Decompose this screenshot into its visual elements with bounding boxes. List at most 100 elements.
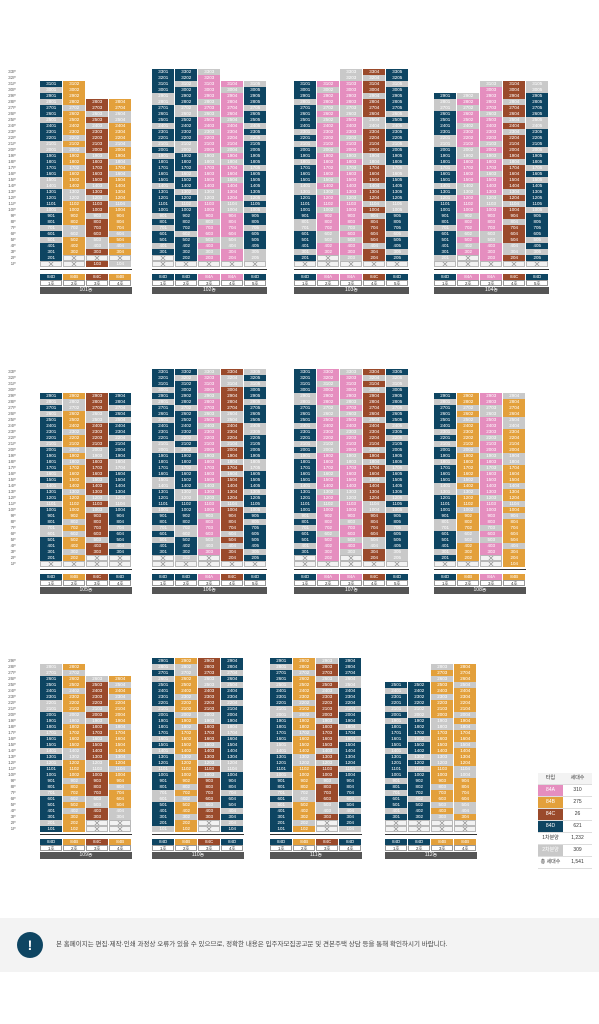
unit-cell: 503: [316, 802, 339, 808]
unit-cell: 2202: [175, 435, 198, 441]
unit-cell: 1401: [152, 483, 175, 489]
unit-cell: 1705: [386, 165, 409, 171]
unit-cell: 2301: [270, 694, 293, 700]
unit-cell: 1002: [408, 772, 431, 778]
unit-cell: 1504: [454, 742, 477, 748]
unit-cell: 2403: [86, 688, 109, 694]
unit-cell: 1301: [294, 189, 317, 195]
line-number-label: 2호: [63, 580, 86, 586]
floor-label: 10F: [8, 207, 16, 212]
unit-cell: 702: [457, 225, 480, 231]
unit-cell: 2002: [317, 147, 340, 153]
unit-cell: 1302: [63, 754, 86, 760]
unit-cell: 1001: [434, 507, 457, 513]
unit-cell: 1601: [434, 471, 457, 477]
unit-cell: 1501: [152, 177, 175, 183]
unit-cell: 1905: [244, 153, 267, 159]
unit-cell: 2104: [221, 706, 244, 712]
unit-cell: 803: [86, 784, 109, 790]
unit-cell: 2602: [63, 676, 86, 682]
unit-cell: 3303: [198, 69, 221, 75]
unit-cell: 1901: [40, 718, 63, 724]
unit-cell: 302: [63, 814, 86, 820]
unit-cell: 2001: [40, 447, 63, 453]
unit-cell: 2004: [503, 447, 526, 453]
unit-cell: 903: [86, 513, 109, 519]
floor-label: 27F: [8, 405, 16, 410]
unit-cell: 2604: [503, 411, 526, 417]
line-number-label: 1호: [294, 580, 317, 586]
unit-cell: 704: [221, 790, 244, 796]
unit-cell: 2704: [221, 670, 244, 676]
unit-cell: 1304: [221, 754, 244, 760]
unit-cell: 3103: [198, 81, 221, 87]
line-number-label: 1호: [385, 845, 408, 851]
unit-cell: 803: [198, 784, 221, 790]
unit-cell: 2601: [152, 411, 175, 417]
unit-cell: 1701: [152, 730, 175, 736]
pilotis-cell: [317, 255, 340, 261]
unit-cell: 1403: [316, 748, 339, 754]
unit-cell: 1102: [63, 201, 86, 207]
unit-cell: 3005: [386, 87, 409, 93]
unit-cell: 1103: [480, 201, 503, 207]
unit-cell: 3103: [480, 81, 503, 87]
line-type-label: 84D: [175, 574, 198, 580]
unit-cell: 1605: [244, 471, 267, 477]
unit-cell: 1003: [198, 507, 221, 513]
unit-cell: 1603: [316, 736, 339, 742]
unit-cell: 902: [317, 513, 340, 519]
unit-cell: 1703: [431, 730, 454, 736]
unit-cell: 1901: [294, 153, 317, 159]
unit-cell: 703: [198, 790, 221, 796]
unit-cell: 2102: [317, 441, 340, 447]
unit-cell: 2404: [363, 423, 386, 429]
line-number-label: 3호: [340, 280, 363, 286]
unit-cell: 402: [317, 243, 340, 249]
unit-cell: 1804: [109, 159, 132, 165]
unit-cell: 204: [363, 255, 386, 261]
unit-cell: 2404: [503, 423, 526, 429]
pilotis-cell: [480, 261, 503, 267]
unit-cell: 2803: [431, 664, 454, 670]
pilotis-cell: [294, 261, 317, 267]
unit-cell: 503: [198, 537, 221, 543]
unit-cell: 1402: [317, 183, 340, 189]
unit-cell: 1703: [480, 465, 503, 471]
unit-cell: 803: [198, 519, 221, 525]
building-name: 112동: [385, 852, 477, 859]
unit-cell: 1703: [316, 730, 339, 736]
unit-cell: 2104: [363, 141, 386, 147]
unit-cell: 1802: [63, 459, 86, 465]
unit-cell: 1204: [221, 195, 244, 201]
unit-cell: 302: [175, 549, 198, 555]
unit-cell: 2001: [294, 447, 317, 453]
unit-cell: 1001: [40, 772, 63, 778]
unit-cell: 404: [109, 808, 132, 814]
unit-cell: 2904: [221, 93, 244, 99]
unit-cell: 2502: [175, 117, 198, 123]
unit-cell: 1201: [294, 495, 317, 501]
unit-cell: 1704: [363, 165, 386, 171]
unit-cell: 3002: [317, 387, 340, 393]
floor-label: 13F: [8, 489, 16, 494]
unit-cell: 1301: [152, 189, 175, 195]
unit-cell: 401: [385, 808, 408, 814]
unit-cell: 1602: [457, 171, 480, 177]
unit-cell: 201: [270, 820, 293, 826]
unit-cell: 3304: [363, 369, 386, 375]
line-number-label: 2호: [408, 845, 431, 851]
unit-cell: 702: [175, 525, 198, 531]
pilotis-cell: [86, 826, 109, 832]
unit-cell: 903: [480, 213, 503, 219]
unit-cell: 1505: [526, 177, 549, 183]
unit-cell: 3003: [198, 387, 221, 393]
unit-cell: 2804: [221, 99, 244, 105]
unit-cell: 2104: [503, 141, 526, 147]
unit-cell: 1805: [386, 459, 409, 465]
unit-cell: 2204: [339, 700, 362, 706]
unit-cell: 2004: [221, 712, 244, 718]
unit-cell: 1303: [431, 754, 454, 760]
unit-cell: 1301: [40, 189, 63, 195]
unit-cell: 2704: [454, 670, 477, 676]
